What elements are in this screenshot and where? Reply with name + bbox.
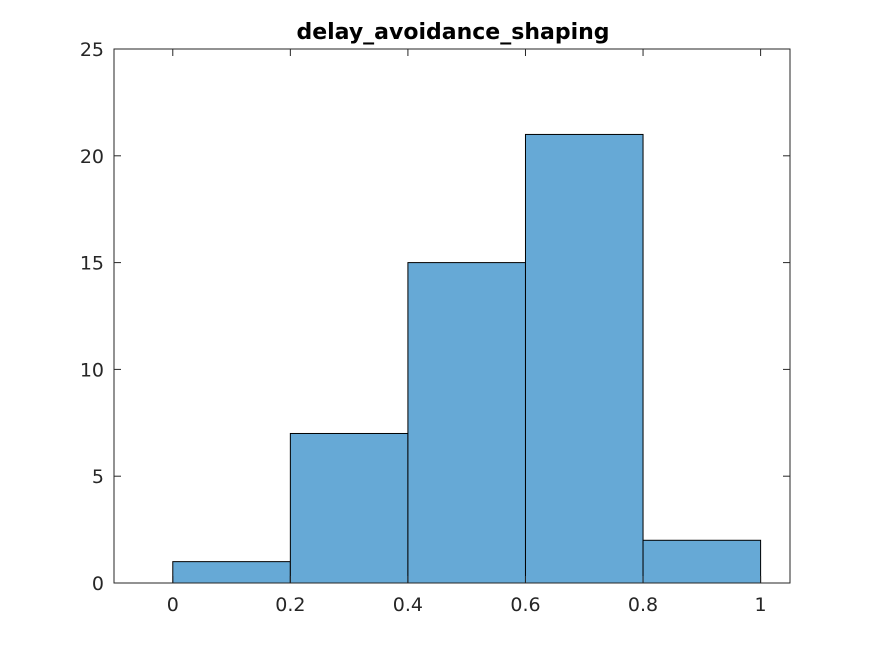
x-tick-label: 0.6 [510,594,540,616]
x-tick-label: 0.4 [393,594,423,616]
histogram-bar [407,262,526,584]
y-tick-label: 0 [92,573,104,595]
chart-title: delay_avoidance_shaping [296,20,609,45]
histogram-bar [172,561,291,584]
bars-layer [172,133,762,584]
y-tick-label: 5 [92,466,104,488]
y-tick-label: 15 [80,253,104,275]
x-tick-label: 0 [167,594,179,616]
x-tick-label: 0.2 [275,594,305,616]
y-tick-label: 25 [80,39,104,61]
y-tick-label: 10 [80,359,104,381]
histogram-bar [289,432,409,584]
axes-box [113,48,791,584]
x-tick-label: 0.8 [628,594,658,616]
x-tick-label: 1 [755,594,767,616]
y-tick-label: 20 [80,146,104,168]
histogram-bar [524,133,644,584]
histogram-bar [642,539,762,584]
